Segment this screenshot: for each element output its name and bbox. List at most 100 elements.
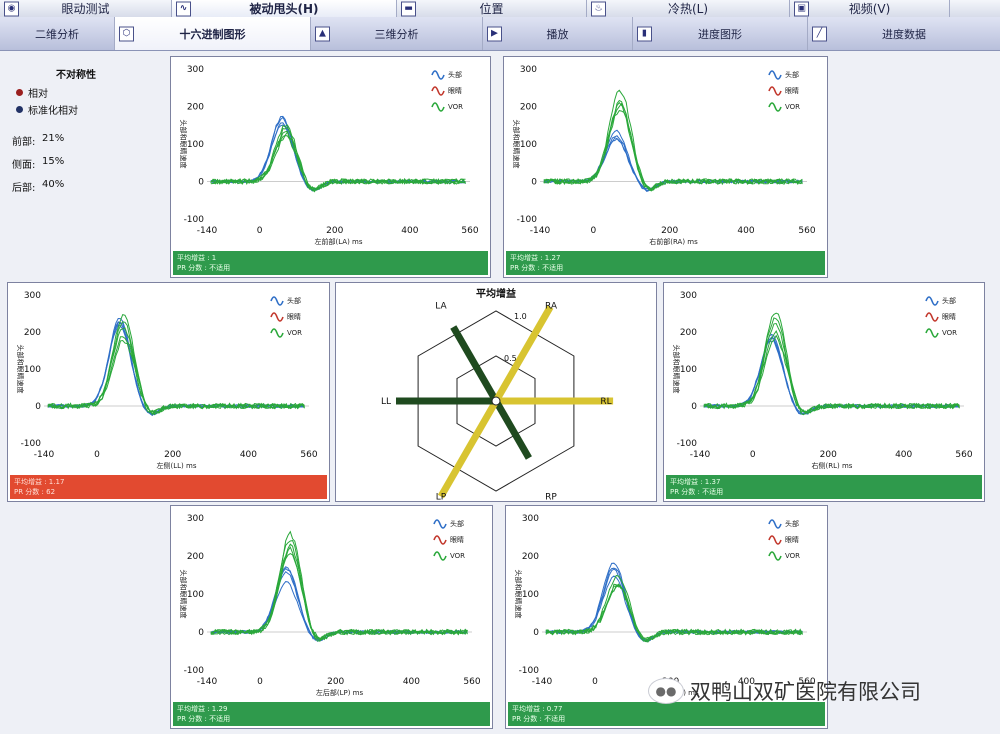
tab-position[interactable]: ▬ 位置 [397, 0, 587, 17]
chart-lp-panel: 300 200 100 0 -100 -140 0 200 400 560 左后部(LP) ms 头部… [170, 505, 493, 729]
vor-legend-swatch [431, 102, 445, 112]
y-tick-label: 200 [680, 328, 697, 338]
play-icon: ▶ [487, 26, 502, 41]
tab-head-impulse[interactable]: ∿ 被动甩头(H) [172, 0, 397, 17]
y-axis-label: 头部和眼睛速度 [672, 345, 681, 394]
eye-legend-label: 眼睛 [942, 312, 956, 321]
tab-caloric[interactable]: ♨ 冷热(L) [587, 0, 790, 17]
normalized-dot-icon [16, 106, 23, 113]
y-tick-label: 200 [520, 103, 537, 113]
y-tick-label: 300 [680, 291, 697, 301]
trace-line [703, 317, 960, 414]
x-axis-label: 左侧(LL) ms [157, 461, 197, 470]
y-tick-label: 300 [522, 514, 539, 524]
test-tab-bar: ◉ 眼动测试 ∿ 被动甩头(H) ▬ 位置 ♨ 冷热(L) ▣ 视频(V) [0, 0, 1000, 18]
tab-hex-graph[interactable]: ⬡ 十六进制图形 [115, 17, 311, 50]
pr-score-text: PR 分数 : 62 [14, 488, 56, 496]
y-axis-label: 头部和眼睛速度 [179, 570, 188, 619]
tab-eye-test[interactable]: ◉ 眼动测试 [0, 0, 172, 17]
mean-gain-text: 平均增益 : 1.17 [14, 478, 65, 486]
x-tick-label: 400 [401, 226, 418, 236]
ring-label-05: 0.5 [504, 354, 517, 363]
pr-score-text: PR 分数 : 不适用 [512, 715, 566, 723]
x-tick-label: 560 [798, 226, 815, 236]
trace-line [210, 546, 468, 641]
eye-legend-swatch [768, 535, 782, 545]
eye-legend-swatch [433, 535, 447, 545]
chart-la-panel: 300 200 100 0 -100 -140 0 200 400 560 左前部(LA) ms 头部… [170, 56, 491, 278]
x-tick-label: 200 [661, 226, 678, 236]
legend-normalized: 标准化相对 [16, 102, 168, 117]
gain-status-bar: 平均增益 : 1.29 PR 分数 : 不适用 [173, 702, 490, 726]
y-tick-label: -100 [517, 215, 538, 225]
vor-legend-label: VOR [287, 329, 302, 337]
trace-line [47, 321, 305, 417]
head-legend-label: 头部 [785, 519, 799, 528]
trace-line [47, 323, 305, 416]
chart-rl-panel: 300 200 100 0 -100 -140 0 200 400 560 右侧(RL) ms 头部和… [663, 282, 985, 502]
y-axis-label: 头部和眼睛速度 [514, 570, 523, 619]
y-tick-label: -100 [677, 439, 698, 449]
y-tick-label: 100 [187, 590, 204, 600]
y-tick-label: 100 [680, 365, 697, 375]
wechat-icon: ●● [648, 678, 684, 704]
inner-hexagon [456, 355, 536, 447]
cube-icon: ▲ [315, 26, 330, 41]
eye-legend-swatch [925, 312, 939, 322]
person-icon: ♨ [591, 1, 606, 16]
vor-legend-label: VOR [942, 329, 957, 337]
y-tick-label: 200 [187, 103, 204, 113]
tab-2d-analysis[interactable]: 二维分析 [0, 17, 115, 50]
trace-line [703, 334, 960, 415]
trace-line [47, 313, 305, 416]
x-tick-label: 0 [257, 677, 263, 687]
tab-progress-graph[interactable]: ▮ 进度图形 [633, 17, 808, 50]
eye-legend-label: 眼睛 [448, 86, 462, 95]
velocity-chart: 300 200 100 0 -100-140 0 200 400 560 左后部(LP) ms 头部… [179, 514, 481, 697]
eye-legend-swatch [431, 86, 445, 96]
outer-hexagon [417, 310, 575, 492]
trace-line [47, 321, 305, 415]
y-tick-label: -100 [519, 666, 540, 676]
y-axis-label: 头部和眼睛速度 [179, 120, 188, 169]
vor-legend-swatch [270, 328, 284, 338]
x-axis-label: 右前部(RA) ms [649, 237, 698, 246]
y-tick-label: 0 [533, 628, 539, 638]
trace-line [545, 583, 803, 642]
x-tick-label: -140 [530, 226, 551, 236]
x-tick-label: -140 [197, 677, 218, 687]
chart-ll-panel: 300 200 100 0 -100 -140 0 200 400 560 左侧(LL) ms 头部和… [7, 282, 330, 502]
y-tick-label: -100 [184, 666, 205, 676]
graph-icon: ╱ [812, 26, 827, 41]
x-tick-label: 400 [738, 677, 755, 687]
x-tick-label: 560 [300, 450, 317, 460]
tab-play[interactable]: ▶ 播放 [483, 17, 633, 50]
x-tick-label: 400 [895, 450, 912, 460]
relative-dot-icon [16, 89, 23, 96]
x-tick-label: -140 [34, 450, 55, 460]
head-legend-label: 头部 [785, 70, 799, 79]
y-tick-label: 200 [24, 328, 41, 338]
gain-status-bar: 平均增益 : 0.77 PR 分数 : 不适用 [508, 702, 825, 726]
wave-icon: ∿ [176, 1, 191, 16]
y-tick-label: 300 [520, 65, 537, 75]
trace-line [210, 135, 466, 192]
trace-line [703, 330, 960, 416]
average-gain-panel: 平均增益 1.0 0.5 LA RA RL RP LP LL [335, 282, 657, 502]
camera-icon: ▣ [794, 1, 809, 16]
trace-line [210, 530, 468, 642]
tab-3d-analysis[interactable]: ▲ 三维分析 [311, 17, 483, 50]
axis-label-lp: LP [436, 492, 447, 501]
vor-legend-label: VOR [450, 552, 465, 560]
stat-posterior: 后部: 40% [12, 179, 65, 194]
head-legend-swatch [768, 519, 782, 529]
tab-video[interactable]: ▣ 视频(V) [790, 0, 950, 17]
x-tick-label: 400 [737, 226, 754, 236]
y-tick-label: 300 [187, 514, 204, 524]
chart-ra-panel: 300 200 100 0 -100 -140 0 200 400 560 右前部(RA) ms 头部… [503, 56, 828, 278]
legend-relative: 相对 [16, 85, 168, 100]
head-legend-swatch [925, 296, 939, 306]
mean-gain-text: 平均增益 : 1 [177, 254, 217, 262]
tab-progress-data[interactable]: ╱ 进度数据 [808, 17, 1000, 50]
x-tick-label: 560 [798, 677, 815, 687]
